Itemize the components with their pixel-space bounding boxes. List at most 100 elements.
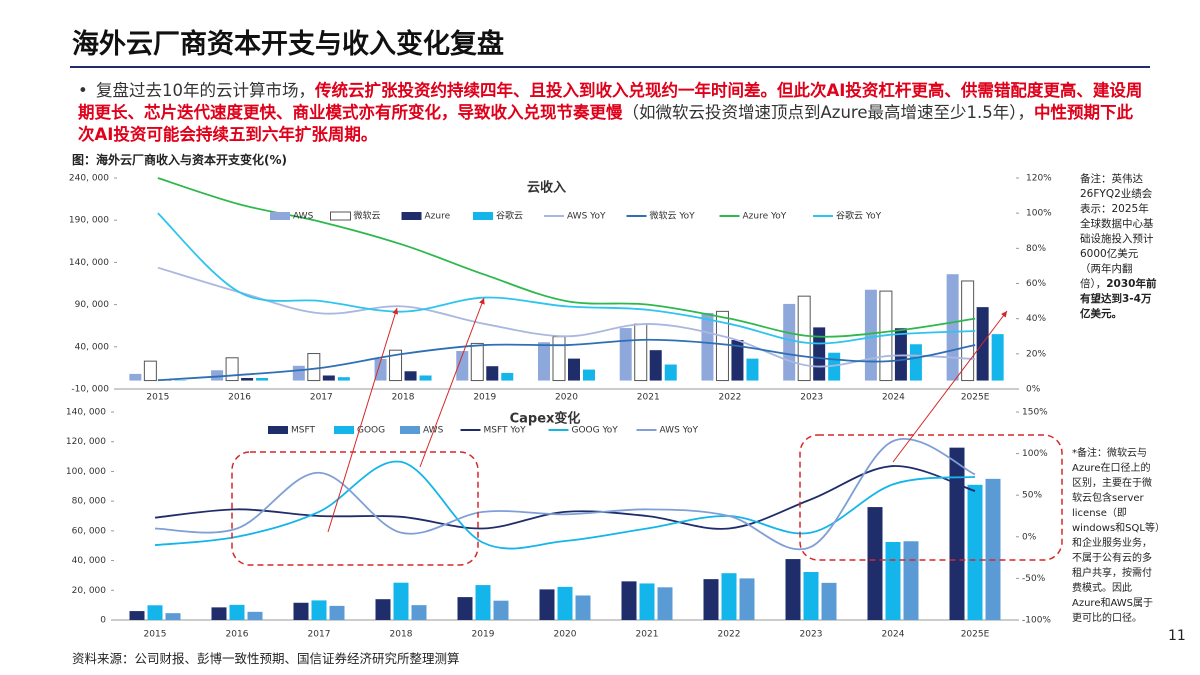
- bar: [557, 586, 573, 620]
- bar: [404, 371, 417, 381]
- bar: [552, 336, 566, 382]
- bar: [475, 585, 491, 620]
- bar: [701, 312, 714, 381]
- bullet-segment: 传统云扩张投资约持续四年、且投入到收入兑现约一年时间差。但此次AI投资杠杆更高、…: [78, 81, 1143, 122]
- bar: [241, 378, 254, 381]
- legend-swatch: [334, 426, 354, 434]
- y2-tick-label: 80%: [1026, 244, 1046, 254]
- legend-swatch: [270, 212, 290, 220]
- y2-tick-label: 40%: [1026, 314, 1046, 324]
- bar: [211, 370, 224, 381]
- x-tick-label: 2023: [800, 393, 823, 403]
- bar: [129, 373, 142, 381]
- x-tick-label: 2025E: [961, 393, 990, 403]
- arrow: [892, 310, 1008, 463]
- legend-label: 谷歌云 YoY: [836, 210, 882, 222]
- x-tick-label: 2019: [472, 630, 495, 640]
- y2-tick-label: 100%: [1022, 449, 1048, 459]
- x-tick-label: 2018: [392, 393, 415, 403]
- line: [157, 212, 976, 345]
- page-number: 11: [1168, 628, 1186, 644]
- x-tick-label: 2015: [146, 393, 169, 403]
- chart-note: *备注：微软云与Azure在口径上的区别，主要在于微软云包含server lic…: [1072, 448, 1160, 624]
- bar: [293, 602, 309, 620]
- bar: [639, 583, 655, 620]
- note-text: 备注：英伟达26FYQ2业绩会表示：2025年全球数据中心基础设施投入预计600…: [1080, 173, 1154, 290]
- y2-tick-label: 100%: [1026, 209, 1052, 219]
- figure-caption: 图：海外云厂商收入与资本开支变化(%): [72, 153, 287, 167]
- bar: [568, 358, 580, 381]
- bar: [813, 327, 826, 381]
- bar: [894, 328, 907, 381]
- y-tick-label: 100, 000: [66, 467, 106, 477]
- legend-label: MSFT YoY: [484, 426, 527, 436]
- y-tick-label: 120, 000: [66, 437, 106, 447]
- bar: [985, 478, 1001, 620]
- x-tick-label: 2017: [308, 630, 331, 640]
- bar: [229, 604, 245, 620]
- bar: [967, 484, 983, 620]
- highlight-box: [799, 434, 1063, 561]
- x-tick-label: 2024: [882, 630, 905, 640]
- bar: [493, 600, 509, 620]
- x-tick-label: 2021: [637, 393, 660, 403]
- chart-title: Capex变化: [510, 411, 581, 427]
- bar: [621, 581, 637, 620]
- x-tick-label: 2020: [555, 393, 578, 403]
- arrow: [327, 307, 399, 533]
- y2-tick-label: -50%: [1022, 574, 1046, 584]
- bar: [575, 595, 591, 620]
- bar: [821, 582, 837, 620]
- legend-swatch: [330, 211, 351, 221]
- y2-tick-label: 20%: [1026, 349, 1046, 359]
- slide-title: 海外云厂商资本开支与收入变化复盘: [72, 29, 504, 60]
- bar: [247, 611, 263, 620]
- line: [154, 460, 976, 550]
- x-tick-label: 2016: [228, 393, 251, 403]
- bar: [389, 349, 403, 382]
- y-tick-label: 80, 000: [72, 497, 107, 507]
- bar: [456, 351, 469, 381]
- y2-tick-label: 60%: [1026, 279, 1046, 289]
- x-tick-label: 2017: [310, 393, 333, 403]
- y-tick-label: 40, 000: [75, 342, 110, 352]
- y-tick-label: 60, 000: [72, 526, 107, 536]
- y-tick-label: -10, 000: [71, 385, 109, 395]
- y2-tick-label: 0%: [1022, 532, 1037, 542]
- bar: [292, 365, 305, 381]
- line: [157, 266, 976, 368]
- bar: [783, 303, 796, 381]
- x-tick-label: 2024: [882, 393, 905, 403]
- bar: [337, 377, 350, 381]
- y-tick-label: 140, 000: [66, 408, 106, 418]
- x-tick-label: 2018: [390, 630, 413, 640]
- y2-tick-label: 50%: [1022, 491, 1042, 501]
- legend-label: Azure YoY: [743, 212, 787, 222]
- y2-tick-label: -100%: [1022, 616, 1051, 626]
- bar: [307, 353, 321, 382]
- bar: [946, 274, 959, 381]
- bar: [393, 582, 409, 620]
- bar: [949, 447, 965, 620]
- bar: [649, 350, 662, 381]
- source: 资料来源：公司财报、彭博一致性预期、国信证券经济研究所整理测算: [72, 651, 460, 666]
- y-tick-label: 40, 000: [72, 556, 107, 566]
- bar: [225, 357, 239, 382]
- y-tick-label: 0: [100, 616, 106, 626]
- line: [157, 338, 976, 382]
- bar: [129, 611, 145, 620]
- bar: [619, 328, 632, 381]
- bar: [411, 605, 427, 620]
- bar: [721, 573, 737, 620]
- bar: [470, 342, 484, 382]
- bar: [797, 295, 811, 382]
- line: [154, 465, 976, 530]
- legend-swatch: [268, 426, 288, 434]
- bar: [501, 372, 514, 381]
- x-tick-label: 2025E: [961, 630, 990, 640]
- chart-title: 云收入: [527, 180, 566, 196]
- legend-label: 谷歌云: [496, 210, 523, 222]
- annotations: [231, 297, 1063, 566]
- bar: [539, 589, 555, 620]
